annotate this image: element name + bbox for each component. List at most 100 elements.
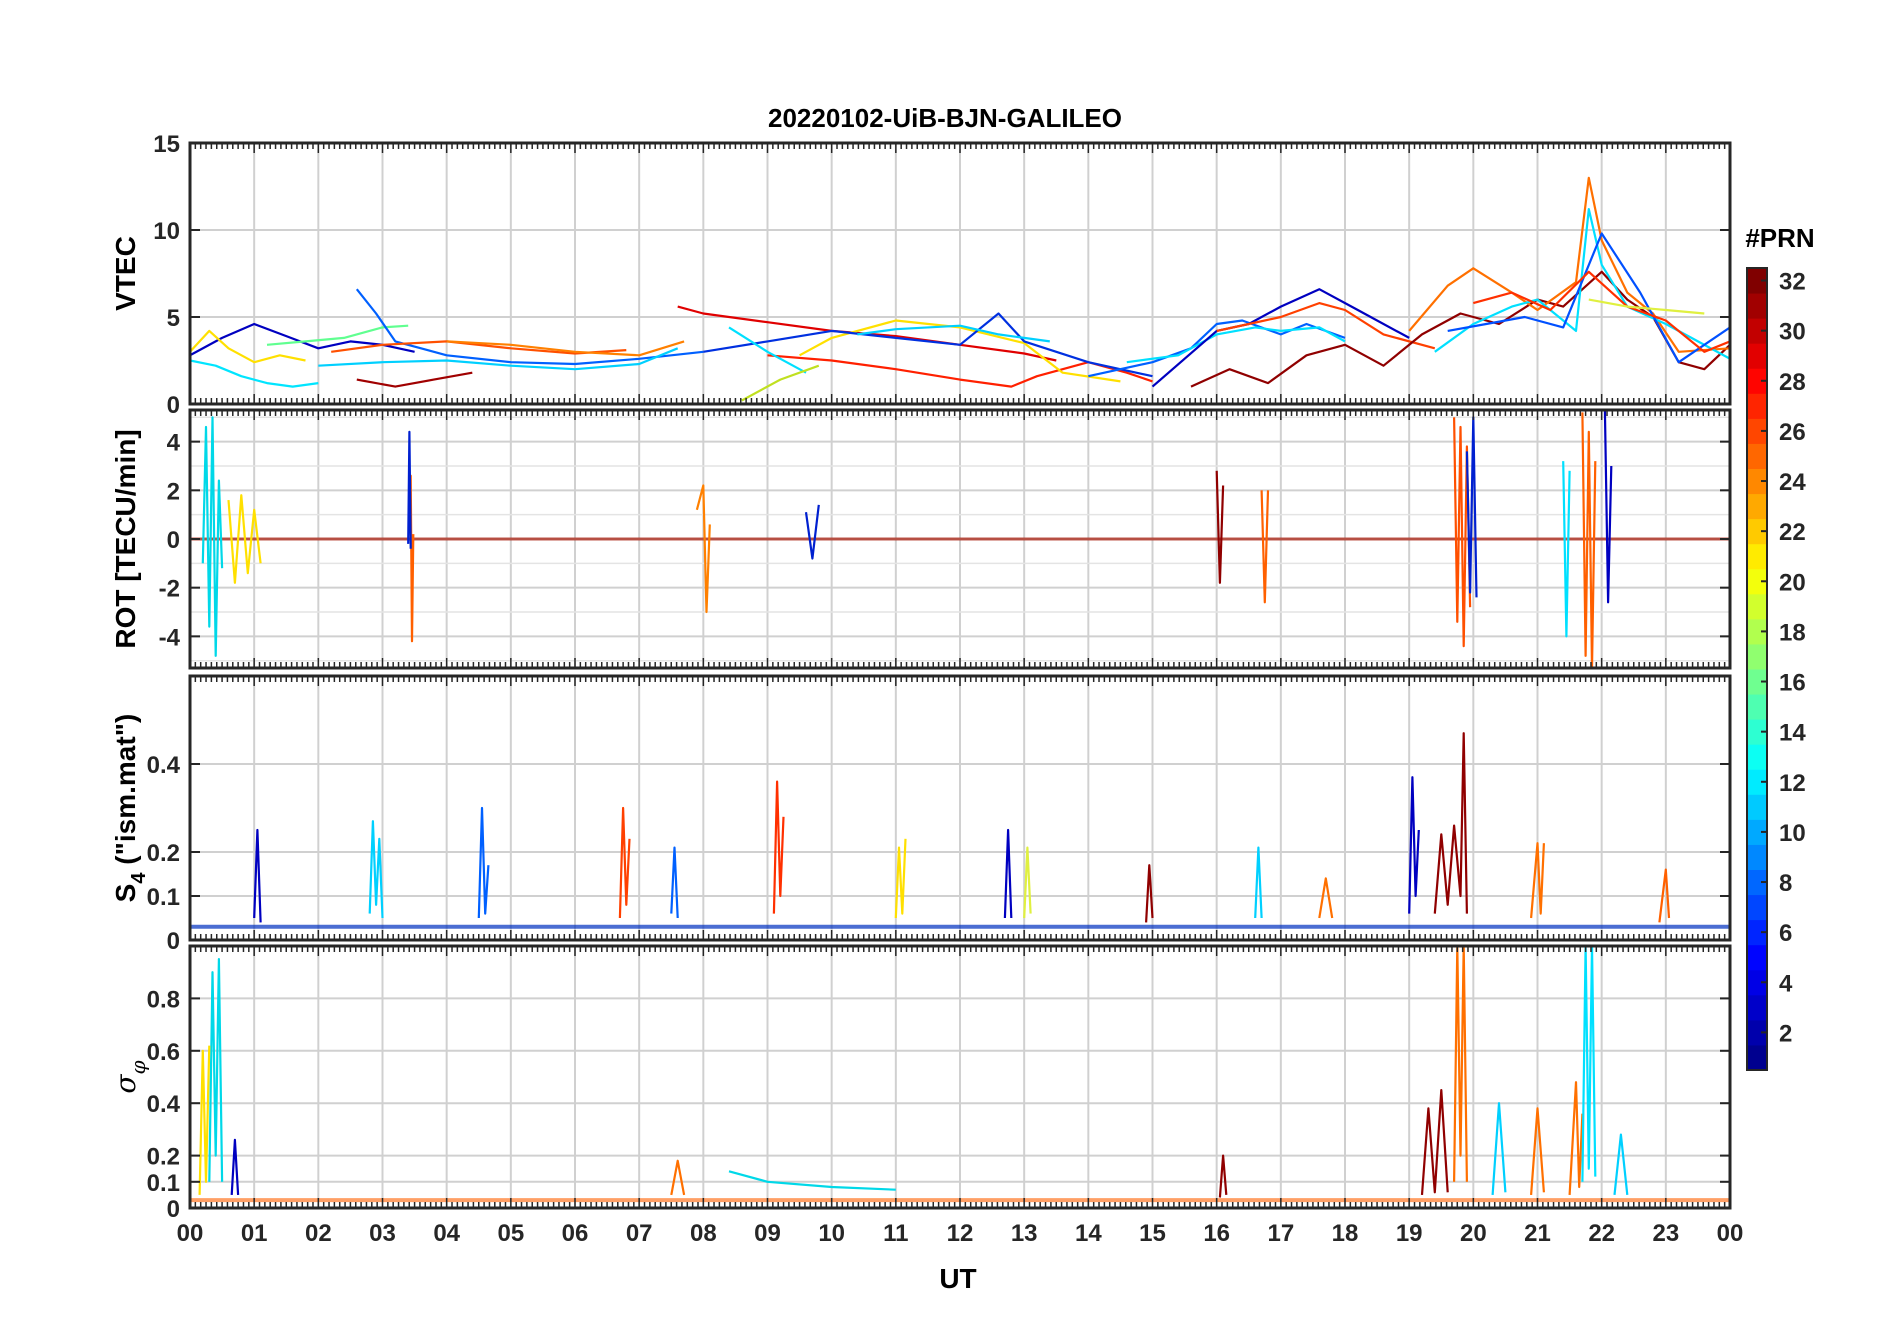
colorbar-segment <box>1747 268 1767 294</box>
colorbar-segment <box>1747 443 1767 469</box>
colorbar-segment <box>1747 593 1767 620</box>
series-line <box>1581 412 1597 668</box>
series-line <box>190 359 319 388</box>
x-tick-label: 15 <box>1139 1220 1166 1247</box>
series-line <box>767 354 1153 388</box>
series-line <box>799 319 1121 383</box>
series-group <box>253 732 1671 923</box>
panel-VTEC: 0 5 10 15 VTEC <box>110 131 1732 419</box>
series-line <box>1318 877 1334 919</box>
colorbar-label: #PRN <box>1745 223 1814 253</box>
colorbar-segment <box>1747 368 1767 394</box>
colorbar-segment <box>1747 944 1767 971</box>
series-line <box>253 828 262 923</box>
colorbar-segment <box>1747 919 1767 946</box>
series-line <box>1562 461 1571 638</box>
series-line <box>477 806 490 919</box>
x-tick-label: 00 <box>1717 1220 1744 1247</box>
y-tick-label: 0 <box>167 1196 180 1223</box>
colorbar-segment <box>1747 518 1767 545</box>
colorbar-segment <box>1747 869 1767 896</box>
colorbar-tick-label: 4 <box>1779 970 1793 997</box>
colorbar-segment <box>1747 543 1767 570</box>
colorbar-segment <box>1747 994 1767 1021</box>
x-axis-label: UT <box>939 1263 976 1294</box>
series-line <box>1658 868 1671 923</box>
x-tick-label: 12 <box>947 1220 974 1247</box>
series-line <box>1216 302 1436 350</box>
series-line <box>446 340 685 357</box>
x-tick-label: 04 <box>433 1220 460 1247</box>
series-line <box>266 324 409 346</box>
colorbar-segment <box>1747 744 1767 770</box>
x-tick-label: 21 <box>1524 1220 1551 1247</box>
colorbar-tick-label: 2 <box>1779 1020 1792 1047</box>
colorbar-tick-label: 14 <box>1779 720 1806 747</box>
colorbar-tick-label: 16 <box>1779 670 1806 697</box>
x-tick-label: 01 <box>241 1220 268 1247</box>
series-line <box>857 324 1050 343</box>
chart-title: 20220102-UiB-BJN-GALILEO <box>768 103 1122 133</box>
colorbar-tick-label: 22 <box>1779 519 1806 546</box>
panel-ROT: 4 2 0 -2 -4 ROT [TECU/min] <box>110 408 1732 670</box>
y-axis-label: S4 ("ism.mat") <box>110 714 150 903</box>
y-tick-label: 4 <box>167 430 181 457</box>
y-tick-label: 5 <box>167 305 180 332</box>
series-line <box>1613 1133 1629 1196</box>
x-tick-label: 05 <box>497 1220 524 1247</box>
y-axis-label: VTEC <box>110 236 141 311</box>
y-tick-label: 0.1 <box>147 1170 180 1197</box>
colorbar-tick-label: 6 <box>1779 920 1792 947</box>
y-tick-label: 0 <box>167 392 180 419</box>
series-line <box>728 326 807 374</box>
series-line <box>208 957 224 1182</box>
colorbar-segment <box>1747 1019 1767 1046</box>
series-line <box>728 1170 896 1191</box>
series-line <box>1218 1154 1228 1198</box>
y-tick-label: 0.2 <box>147 840 180 867</box>
colorbar-tick-label: 26 <box>1779 419 1806 446</box>
y-tick-label: -4 <box>159 624 181 651</box>
series-line <box>703 312 1153 378</box>
colorbar-tick-label: 30 <box>1779 319 1806 346</box>
series-line <box>741 364 820 402</box>
series-line <box>1254 846 1263 919</box>
colorbar-tick-label: 28 <box>1779 369 1806 396</box>
x-tick-label: 22 <box>1588 1220 1615 1247</box>
series-line <box>198 1045 211 1195</box>
panel-sigma_phi: 00.10.2 0.4 0.6 0.8 σφ <box>109 944 1732 1223</box>
y-tick-label: 0.6 <box>147 1039 180 1066</box>
y-tick-label: 0.4 <box>147 752 181 779</box>
colorbar-segment <box>1747 969 1767 996</box>
series-line <box>1408 776 1420 914</box>
colorbar-segment <box>1747 343 1767 369</box>
colorbar-frame <box>1746 267 1768 1071</box>
series-line <box>670 1159 686 1196</box>
x-tick-label: 00 <box>177 1220 204 1247</box>
colorbar-segment <box>1747 769 1767 795</box>
series-line <box>1453 946 1468 1182</box>
colorbar-segment <box>1747 794 1767 820</box>
series-line <box>201 416 224 657</box>
colorbar-tick-label: 18 <box>1779 619 1806 646</box>
series-line <box>1023 846 1032 919</box>
y-tick-label: -2 <box>159 576 180 603</box>
series-line <box>230 1138 240 1195</box>
y-axis-label: ROT [TECU/min] <box>110 429 141 648</box>
x-tick-labels: 00 01 02 03 04 05 06 07 08 09 10 11 12 13 14 15 16 17 18 19… <box>177 1220 1744 1247</box>
colorbar-tick-label: 12 <box>1779 770 1806 797</box>
x-tick-label: 14 <box>1075 1220 1102 1247</box>
y-tick-label: 15 <box>153 131 180 158</box>
series-line <box>190 329 306 364</box>
colorbar-tick-label: 10 <box>1779 820 1806 847</box>
colorbar-tick-label: 24 <box>1779 469 1806 496</box>
series-line <box>772 780 785 914</box>
series-line <box>318 347 679 371</box>
colorbar-segment <box>1747 468 1767 495</box>
x-tick-label: 13 <box>1011 1220 1038 1247</box>
series-line <box>407 430 412 549</box>
y-tick-label: 0.1 <box>147 884 180 911</box>
